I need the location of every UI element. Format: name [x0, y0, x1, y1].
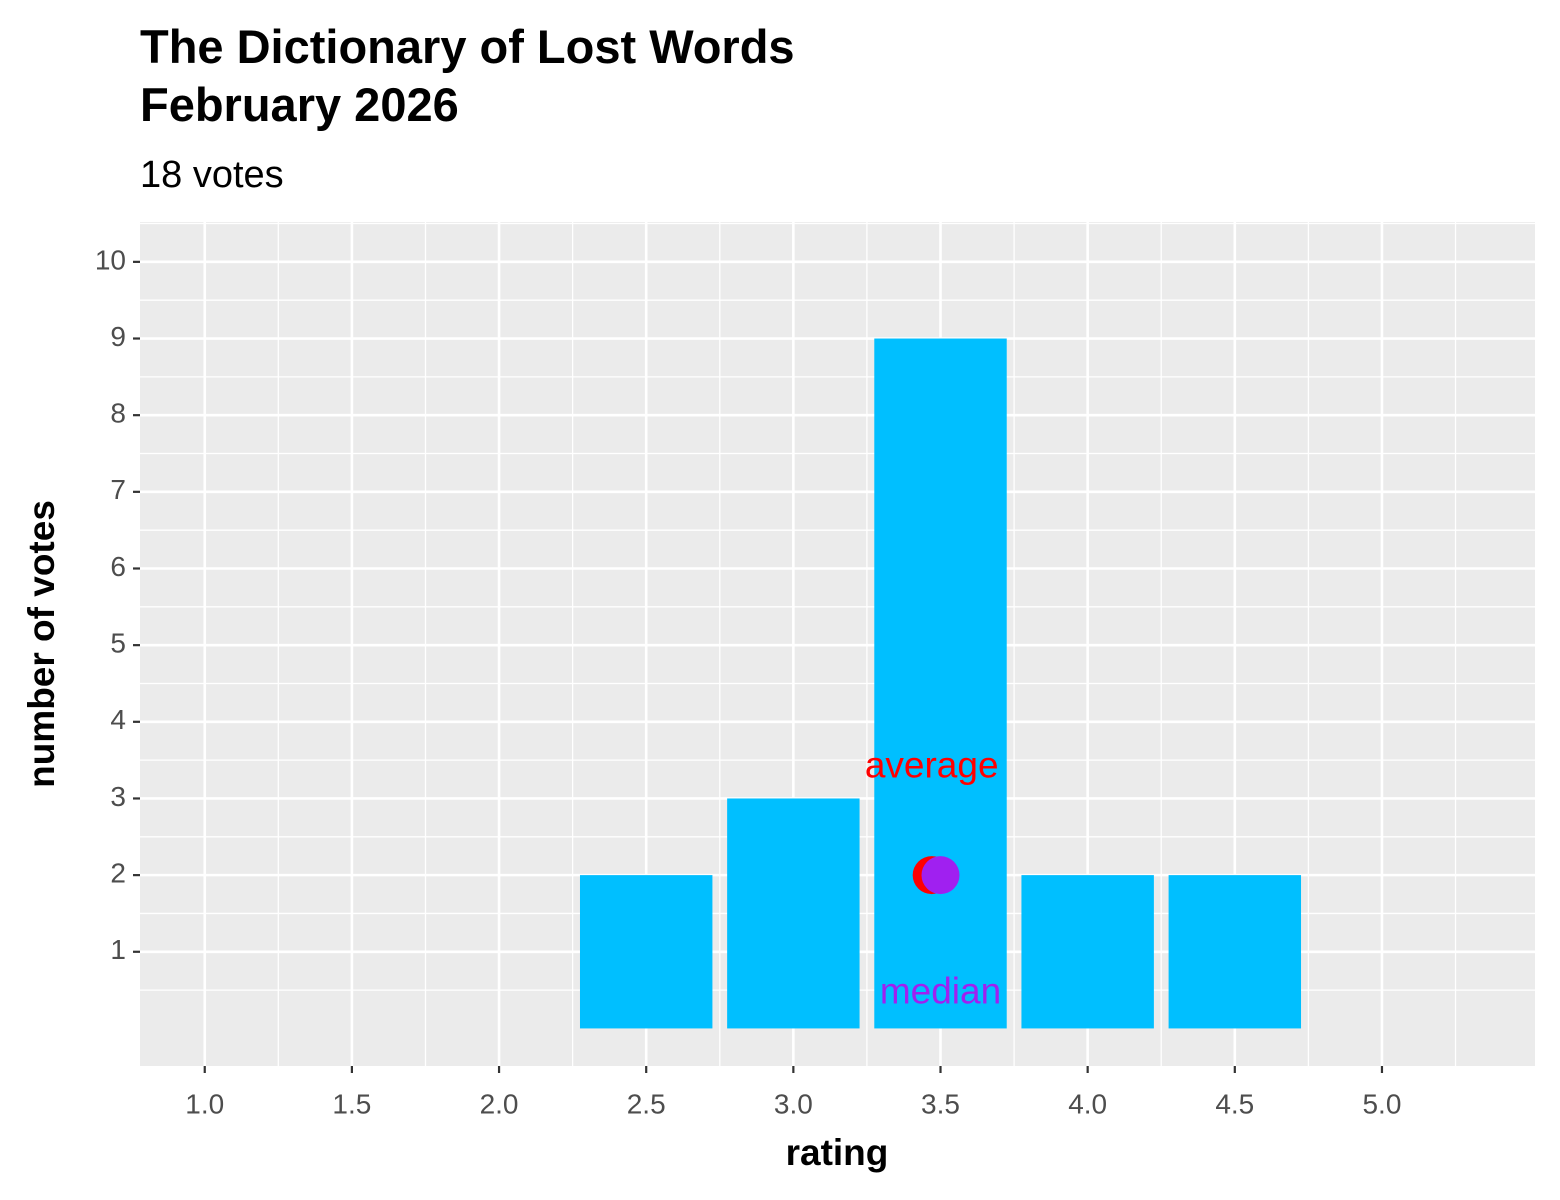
y-axis-title: number of votes [21, 500, 62, 788]
bar [1168, 875, 1302, 1029]
x-tick-label: 4.5 [1215, 1088, 1254, 1119]
bar [874, 338, 1007, 1029]
x-axis-title: rating [786, 1132, 889, 1173]
y-tick-label: 10 [95, 244, 126, 275]
bar [727, 798, 860, 1029]
chart-subtitle: 18 votes [140, 154, 284, 196]
chart-title: The Dictionary of Lost Words February 20… [140, 20, 795, 131]
y-tick-label: 7 [110, 474, 126, 505]
x-tick-label: 3.5 [921, 1088, 960, 1119]
x-tick-label: 2.0 [480, 1088, 519, 1119]
y-tick-label: 2 [110, 858, 126, 889]
x-tick-label: 5.0 [1362, 1088, 1401, 1119]
y-tick-label: 9 [110, 321, 126, 352]
bar [579, 875, 713, 1029]
y-tick-label: 8 [110, 398, 126, 429]
x-tick-label: 1.5 [332, 1088, 371, 1119]
x-tick-label: 4.0 [1068, 1088, 1107, 1119]
y-tick-label: 5 [110, 628, 126, 659]
x-tick-label: 2.5 [627, 1088, 666, 1119]
x-tick-label: 3.0 [774, 1088, 813, 1119]
y-tick-label: 1 [110, 934, 126, 965]
annotation: average [865, 745, 999, 786]
y-tick-label: 3 [110, 781, 126, 812]
y-tick-label: 6 [110, 551, 126, 582]
x-tick-label: 1.0 [185, 1088, 224, 1119]
annotation: median [880, 971, 1001, 1012]
y-tick-label: 4 [110, 704, 126, 735]
bar [1021, 875, 1154, 1029]
stat-point [921, 856, 960, 895]
